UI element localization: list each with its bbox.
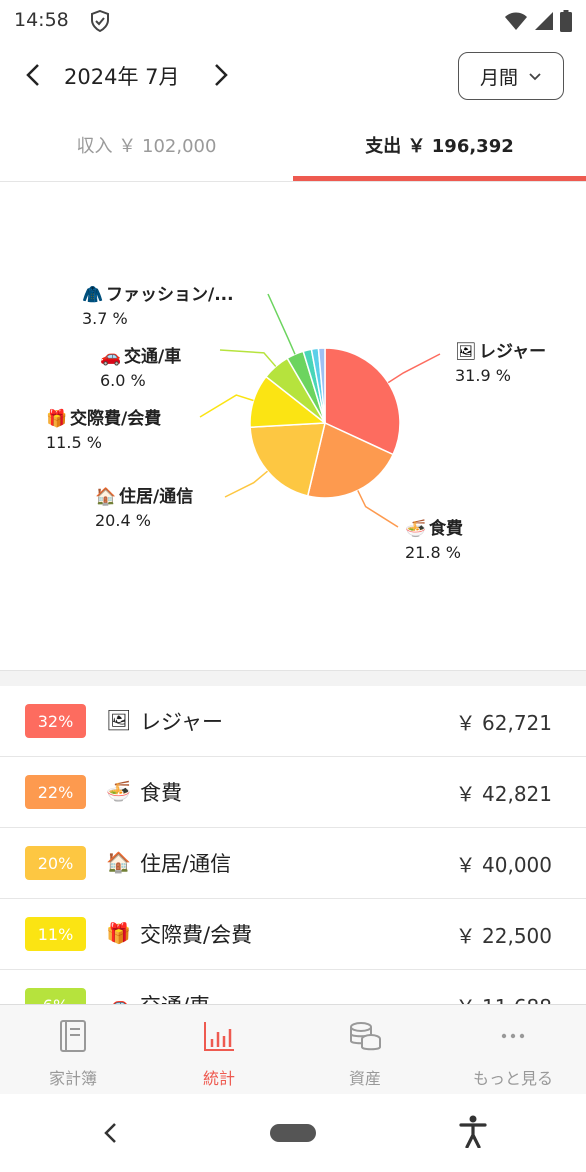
jacket-icon: 🧥 (82, 285, 103, 305)
nav-label-assets: 資産 (348, 1069, 381, 1088)
nav-item-more[interactable]: もっと見る (440, 1005, 586, 1095)
car-icon: 🚗 (106, 992, 131, 1004)
pie-label-name: 食費 (429, 518, 463, 539)
list-item[interactable]: 22% 🍜 食費 ￥ 42,821 (0, 757, 586, 828)
home-pill-button[interactable] (270, 1124, 316, 1142)
nav-item-household-book[interactable]: 家計簿 (0, 1005, 146, 1095)
pie-label-name: レジャー (479, 342, 546, 362)
gift-icon: 🎁 (46, 408, 67, 429)
leader-line (357, 490, 399, 528)
percent-badge: 11% (25, 917, 86, 951)
nav-label-statistics: 統計 (202, 1069, 235, 1088)
pie-label-name: 交際費/会費 (70, 408, 161, 429)
system-navigation-bar (0, 1094, 586, 1172)
leader-line (199, 394, 254, 418)
pie-slice (306, 421, 395, 499)
status-icons (504, 10, 572, 36)
percent-badge: 32% (25, 704, 86, 738)
category-amount: ￥ 40,000 (455, 853, 552, 877)
tab-expense[interactable]: 支出 ￥ 196,392 (293, 118, 586, 182)
previous-month-button[interactable] (20, 60, 48, 90)
chevron-down-icon (528, 65, 542, 87)
month-label: 2024年 7月 (64, 65, 180, 89)
tab-income-label: 収入 ￥ 102,000 (76, 136, 217, 157)
leader-line (387, 353, 441, 384)
category-name: 住居/通信 (140, 852, 232, 876)
pie-label-percent: 31.9 % (455, 366, 511, 385)
house-icon: 🏠 (106, 850, 131, 874)
leader-line (267, 293, 296, 355)
status-time: 14:58 (14, 9, 69, 31)
book-icon (57, 1019, 89, 1057)
nav-item-statistics[interactable]: 統計 (146, 1005, 292, 1095)
nav-label-household-book: 家計簿 (48, 1069, 97, 1088)
pie-label-percent: 3.7 % (82, 309, 128, 328)
list-item[interactable]: 32% 🖼 レジャー ￥ 62,721 (0, 686, 586, 757)
gift-icon: 🎁 (106, 921, 131, 945)
category-amount: ￥ 62,721 (455, 711, 552, 735)
pie-label-name: 交通/車 (124, 346, 181, 367)
leader-line (224, 470, 268, 498)
pie-chart-svg: 🖼 レジャー 31.9 % 🍜 食費 21.8 % 🏠 住居/通信 20.4 % 🎁 交際費/会費 1… (46, 285, 546, 562)
expense-pie-chart: 🖼 レジャー 31.9 % 🍜 食費 21.8 % 🏠 住居/通信 20.4 % 🎁 交際費/会費 1… (0, 182, 586, 670)
pie-label-name: 住居/通信 (119, 486, 193, 507)
noodle-bowl-icon: 🍜 (405, 519, 426, 539)
list-item[interactable]: 6% 🚗 交通/車 ￥ 11,688 (0, 970, 586, 1004)
category-name: 交際費/会費 (140, 923, 253, 947)
pie-slice (317, 347, 326, 424)
car-icon: 🚗 (100, 347, 121, 367)
tab-income[interactable]: 収入 ￥ 102,000 (0, 118, 293, 182)
shield-icon (90, 9, 110, 36)
category-name: 食費 (140, 781, 182, 805)
percent-badge: 6% (25, 988, 86, 1004)
pie-slice (324, 347, 401, 456)
category-name: レジャー (140, 710, 223, 734)
signal-icon (534, 11, 554, 35)
percent-badge: 20% (25, 846, 86, 880)
pie-label-name: ファッション/... (106, 285, 234, 305)
category-amount: ￥ 22,500 (455, 924, 552, 948)
bottom-navigation: 家計簿 統計 資産 もっと見る (0, 1004, 586, 1094)
tab-expense-label: 支出 ￥ 196,392 (365, 136, 514, 157)
nav-item-assets[interactable]: 資産 (292, 1005, 438, 1095)
category-amount: ￥ 42,821 (455, 782, 552, 806)
next-month-button[interactable] (206, 60, 234, 90)
more-icon (496, 1019, 530, 1057)
percent-badge: 22% (25, 775, 86, 809)
pie-label-percent: 11.5 % (46, 433, 102, 452)
back-icon[interactable] (100, 1120, 122, 1150)
income-expense-tabs: 収入 ￥ 102,000 支出 ￥ 196,392 (0, 118, 586, 182)
bar-chart-icon (202, 1019, 236, 1057)
pie-label-percent: 20.4 % (95, 511, 151, 530)
wifi-icon (504, 11, 528, 35)
coins-icon (347, 1019, 383, 1057)
picture-icon: 🖼 (455, 342, 477, 362)
period-label: 月間 (479, 66, 518, 89)
chevron-right-icon (206, 64, 234, 94)
pie-label-percent: 6.0 % (100, 371, 146, 390)
category-name: 交通/車 (140, 990, 210, 1004)
status-bar: 14:58 (0, 0, 586, 44)
pie-label-percent: 21.8 % (405, 543, 461, 562)
list-item[interactable]: 11% 🎁 交際費/会費 ￥ 22,500 (0, 899, 586, 970)
accessibility-icon[interactable] (458, 1114, 488, 1152)
header: 2024年 7月 月間 (0, 48, 586, 104)
pie-slice (249, 422, 326, 497)
leader-line (219, 349, 277, 367)
noodle-bowl-icon: 🍜 (106, 779, 131, 803)
nav-label-more: もっと見る (472, 1069, 553, 1088)
battery-icon (560, 10, 572, 36)
period-dropdown[interactable]: 月間 (458, 52, 564, 100)
picture-icon: 🖼 (106, 708, 132, 732)
category-amount: ￥ 11,688 (456, 991, 552, 1004)
section-divider (0, 670, 586, 686)
list-item[interactable]: 20% 🏠 住居/通信 ￥ 40,000 (0, 828, 586, 899)
tab-active-indicator (293, 176, 586, 181)
category-list: 32% 🖼 レジャー ￥ 62,721 22% 🍜 食費 ￥ 42,821 20% 🏠 住居/通信 ￥… (0, 686, 586, 1004)
house-icon: 🏠 (95, 487, 116, 507)
chevron-left-icon (20, 64, 48, 94)
